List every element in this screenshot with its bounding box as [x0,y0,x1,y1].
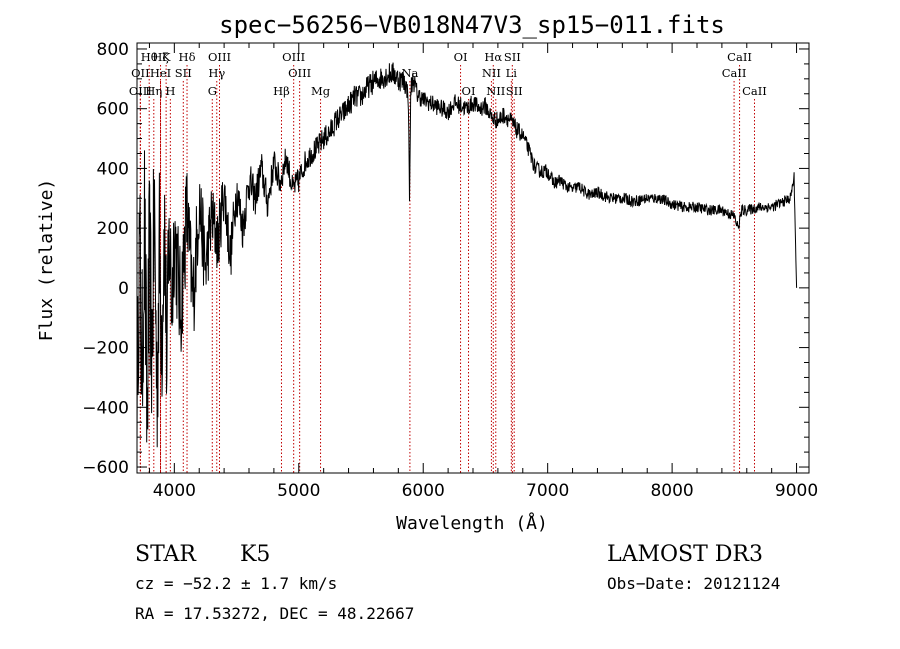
y-tick-label: −400 [82,398,129,418]
emission-line-label: Mg [311,84,331,98]
x-tick-label: 9000 [775,481,818,501]
emission-line-label: Li [506,66,518,80]
emission-line-label: HeI [150,66,171,80]
chart-title: spec−56256−VB018N47V3_sp15−011.fits [219,11,725,39]
emission-line-label: G [208,84,217,98]
emission-line-label: NII [482,66,501,80]
emission-line-label: SII [175,66,192,80]
x-axis: 4000 5000 6000 7000 8000 9000 [148,43,818,501]
emission-line-label: OI [462,84,476,98]
coordinates: RA = 17.53272, DEC = 48.22667 [135,604,414,623]
y-axis: −600 −400 −200 0 200 400 600 800 [82,40,809,478]
y-tick-label: 600 [97,100,129,120]
emission-line-label: Hα [484,50,502,64]
x-tick-label: 4000 [153,481,196,501]
x-tick-label: 8000 [650,481,693,501]
y-tick-label: 0 [118,279,129,299]
emission-line-label: NII [486,84,505,98]
y-axis-label: Flux (relative) [36,179,57,342]
emission-line-label: OIII [288,66,311,80]
emission-line-label: OII [131,66,150,80]
emission-line-label: CaII [722,66,747,80]
emission-line-label: Hθ [141,50,158,64]
emission-line-label: Hγ [208,66,225,80]
emission-line-labels: Hθ OII OIII HζK HeI SII Hη H Hδ OIII Hγ G OIII OIII Hβ… [129,50,767,98]
emission-line-label: OI [454,50,468,64]
y-tick-label: −200 [82,339,129,359]
x-tick-label: 5000 [277,481,320,501]
emission-line-label: K [162,50,171,64]
emission-line-markers [139,65,755,473]
emission-line-label: CaII [742,84,767,98]
y-tick-label: 400 [97,159,129,179]
emission-line-label: Hη [145,84,162,98]
emission-line-label: Hδ [179,50,196,64]
obs-date: Obs−Date: 20121124 [607,574,780,593]
emission-line-label: OIII [208,50,231,64]
emission-line-label: SII [504,50,521,64]
y-tick-label: −600 [82,458,129,478]
x-tick-label: 7000 [526,481,569,501]
spectrum-series-line [136,62,798,448]
x-tick-label: 6000 [402,481,445,501]
emission-line-label: OIII [129,84,152,98]
emission-line-label: Hβ [273,84,290,98]
object-class: STAR [135,542,197,567]
emission-line-label: SII [506,84,523,98]
survey-name: LAMOST DR3 [607,542,763,567]
emission-line-label: Hζ [152,50,168,64]
emission-line-label: Na [401,66,418,80]
object-subclass: K5 [240,542,270,567]
x-axis-label: Wavelength (Å) [396,512,548,534]
emission-line-label: CaII [727,50,752,64]
y-tick-label: 800 [97,40,129,60]
redshift-value: cz = −52.2 ± 1.7 km/s [135,574,337,593]
emission-line-label: OIII [282,50,305,64]
emission-line-label: H [165,84,175,98]
y-tick-label: 200 [97,219,129,239]
